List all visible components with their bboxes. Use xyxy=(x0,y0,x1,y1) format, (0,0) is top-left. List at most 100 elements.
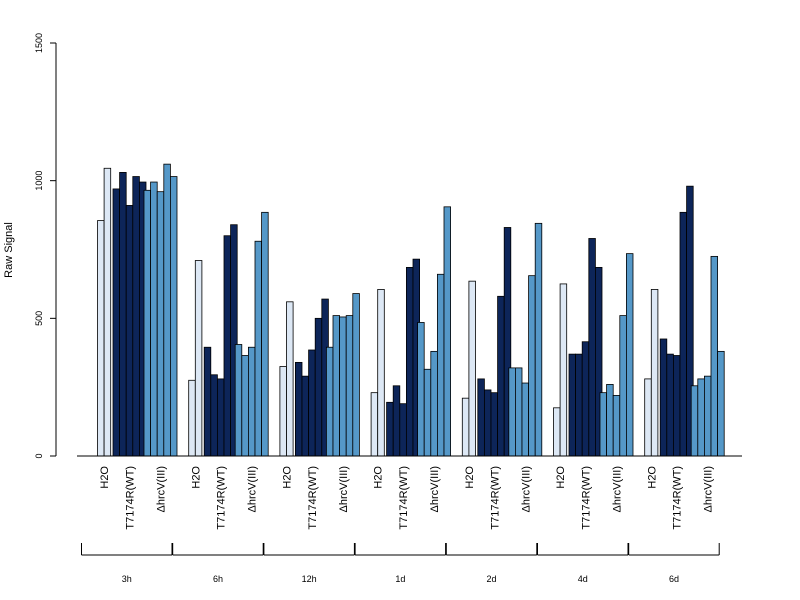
bar xyxy=(468,280,476,457)
category-label: ΔhrcV(III) xyxy=(429,466,441,512)
category-label: ΔhrcV(III) xyxy=(247,466,259,512)
bar xyxy=(553,407,561,457)
bar xyxy=(619,315,627,457)
group-label: 6h xyxy=(213,574,223,584)
bar xyxy=(386,401,394,457)
bar xyxy=(612,395,621,457)
bar xyxy=(97,220,105,457)
bar xyxy=(150,181,158,457)
bar xyxy=(490,392,498,457)
category-label: ΔhrcV(III) xyxy=(338,466,350,512)
bar xyxy=(234,344,243,457)
y-tick-label: 1500 xyxy=(34,33,44,53)
bar xyxy=(436,273,445,457)
category-label: T7174R(WT) xyxy=(672,466,684,530)
category-label: ΔhrcV(III) xyxy=(520,466,532,512)
bar xyxy=(690,385,699,457)
bar xyxy=(508,367,516,457)
group-label: 3h xyxy=(122,574,132,584)
bar xyxy=(534,222,543,457)
bar xyxy=(417,322,425,457)
category-label: H2O xyxy=(464,466,476,489)
bar xyxy=(568,353,576,457)
bar xyxy=(286,301,294,457)
bar xyxy=(345,315,354,457)
bar xyxy=(308,349,316,457)
bar xyxy=(241,355,249,457)
bar xyxy=(370,392,379,457)
bar xyxy=(399,403,407,457)
group-label: 2d xyxy=(487,574,497,584)
bar xyxy=(528,275,536,457)
bar xyxy=(125,205,134,457)
category-labels: H2O T7174R(WT) ΔhrcV(III) H2O T7174R(WT) Δhrc… xyxy=(99,466,715,530)
bar xyxy=(112,188,120,457)
category-label: T7174R(WT) xyxy=(307,466,319,530)
bar xyxy=(103,167,112,457)
bar xyxy=(352,293,360,457)
bar xyxy=(392,385,401,457)
bar xyxy=(461,397,470,457)
category-label: H2O xyxy=(190,466,202,489)
bar xyxy=(203,346,212,457)
y-tick-label: 500 xyxy=(34,311,44,326)
group-label: 4d xyxy=(578,574,588,584)
category-label: H2O xyxy=(99,466,111,489)
bar xyxy=(163,163,171,457)
bar xyxy=(119,172,127,457)
bar xyxy=(332,315,340,457)
bar xyxy=(223,235,231,457)
bar xyxy=(430,350,438,457)
bar xyxy=(704,375,712,457)
bar xyxy=(559,283,568,457)
bar xyxy=(710,255,718,457)
category-label: H2O xyxy=(555,466,567,489)
bar xyxy=(377,289,385,457)
bar xyxy=(666,353,674,457)
bar xyxy=(717,350,725,457)
bar xyxy=(210,374,218,457)
category-label: H2O xyxy=(282,466,294,489)
bar xyxy=(515,367,523,457)
bar xyxy=(247,346,256,457)
bar xyxy=(279,366,287,457)
bar xyxy=(673,355,681,457)
category-label: T7174R(WT) xyxy=(216,466,228,530)
bar xyxy=(659,338,668,457)
bar xyxy=(497,295,505,457)
category-label: T7174R(WT) xyxy=(489,466,501,530)
y-axis: 0 500 1000 1500 xyxy=(34,33,57,459)
bar xyxy=(294,361,303,457)
bar xyxy=(521,382,529,457)
category-label: ΔhrcV(III) xyxy=(703,466,715,512)
bar xyxy=(581,341,590,457)
bar xyxy=(405,266,414,457)
bar xyxy=(644,378,652,457)
group-brackets: 3h 6h 12h 1d 2d 4d 6d xyxy=(81,543,720,584)
bar xyxy=(261,211,269,457)
bar xyxy=(599,392,607,457)
bar xyxy=(650,289,659,457)
y-axis-title: Raw Signal xyxy=(3,222,15,278)
category-label: ΔhrcV(III) xyxy=(612,466,624,512)
bar xyxy=(188,379,196,457)
bar xyxy=(339,316,347,457)
category-label: H2O xyxy=(646,466,658,489)
bar xyxy=(679,211,687,457)
bar xyxy=(169,176,178,457)
category-label: H2O xyxy=(373,466,385,489)
category-label: ΔhrcV(III) xyxy=(156,466,168,512)
bar xyxy=(483,389,492,457)
group-label: 12h xyxy=(302,574,317,584)
bar xyxy=(477,378,485,457)
group-label: 6d xyxy=(669,574,679,584)
bar xyxy=(143,189,151,457)
bar xyxy=(301,375,309,457)
bar xyxy=(697,378,705,457)
bar xyxy=(194,260,203,457)
bar xyxy=(325,346,334,457)
category-label: T7174R(WT) xyxy=(398,466,410,530)
bar xyxy=(216,378,225,457)
bars xyxy=(97,163,725,457)
